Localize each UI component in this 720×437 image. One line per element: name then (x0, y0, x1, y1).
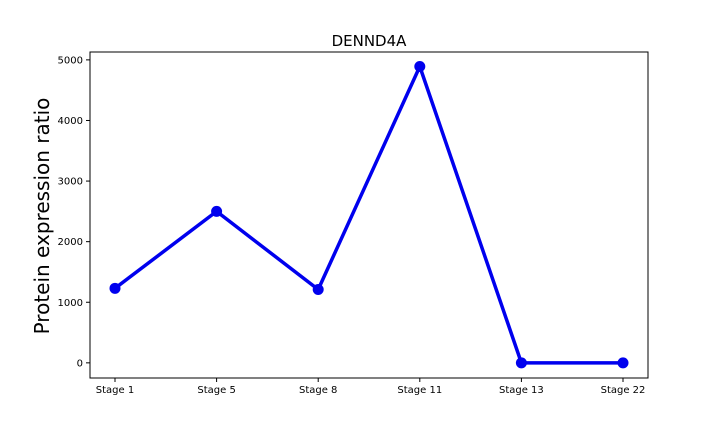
x-tick-label: Stage 5 (197, 385, 235, 396)
y-tick-label: 1000 (58, 298, 83, 309)
chart-title: DENND4A (332, 32, 408, 50)
y-tick-label: 5000 (58, 55, 83, 66)
data-point (109, 282, 121, 294)
x-tick-label: Stage 13 (499, 385, 544, 396)
data-point (414, 61, 426, 73)
data-point (312, 284, 324, 296)
y-tick-label: 0 (77, 358, 83, 369)
y-axis-label: Protein expression ratio (30, 98, 54, 335)
y-axis-ticks: 0 1000 2000 3000 4000 5000 (58, 55, 90, 369)
x-axis-ticks: Stage 1 Stage 5 Stage 8 Stage 11 Stage 13 Sta… (96, 378, 646, 396)
y-tick-label: 3000 (58, 177, 83, 188)
x-tick-label: Stage 11 (397, 385, 442, 396)
y-tick-label: 2000 (58, 237, 83, 248)
x-tick-label: Stage 22 (601, 385, 646, 396)
x-tick-label: Stage 1 (96, 385, 134, 396)
x-tick-label: Stage 8 (299, 385, 337, 396)
plot-frame (89, 51, 649, 379)
series-layer (109, 61, 629, 369)
y-tick-label: 4000 (58, 116, 83, 127)
data-point (515, 357, 527, 369)
data-point (211, 205, 223, 217)
data-point (617, 357, 629, 369)
series-line (113, 64, 625, 365)
